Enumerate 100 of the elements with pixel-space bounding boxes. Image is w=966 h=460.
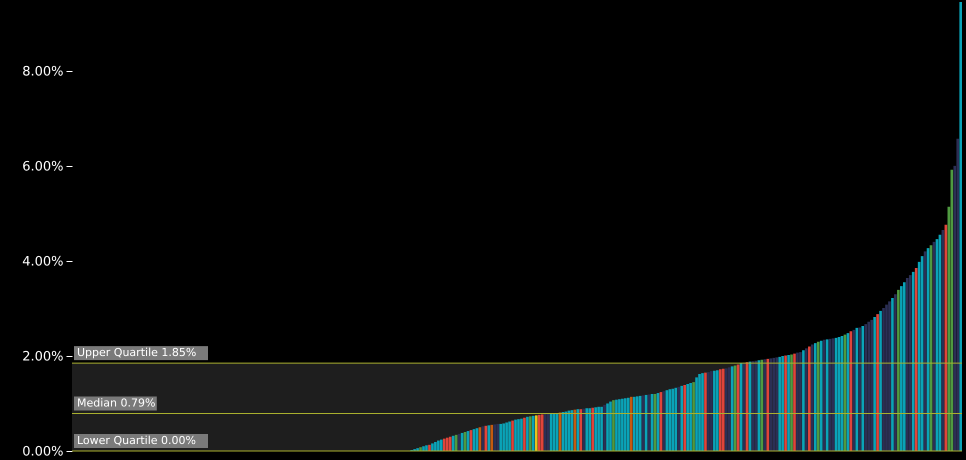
bar	[692, 382, 695, 451]
bar	[505, 422, 508, 451]
bar	[932, 242, 936, 451]
bar	[538, 414, 541, 451]
y-tick-label: 2.00%	[22, 349, 64, 364]
bar	[844, 334, 846, 451]
bar	[912, 272, 915, 451]
bar	[758, 360, 760, 451]
bar	[760, 360, 764, 451]
bar	[674, 388, 678, 451]
bar	[888, 301, 891, 451]
bar	[781, 356, 784, 451]
bar	[484, 426, 488, 451]
bar	[736, 364, 740, 451]
bar	[472, 429, 476, 451]
bar	[828, 338, 832, 451]
bar	[850, 331, 852, 451]
bar	[808, 346, 811, 451]
bar	[816, 342, 820, 451]
bar	[730, 366, 734, 451]
bar	[556, 412, 558, 451]
bar	[570, 410, 574, 451]
bar	[642, 395, 644, 451]
bar	[662, 391, 666, 451]
bar	[698, 374, 701, 451]
bar	[460, 432, 464, 451]
bar	[856, 328, 858, 451]
bar	[496, 424, 500, 451]
y-tick-label: 6.00%	[22, 159, 64, 174]
bar	[686, 384, 689, 451]
bar	[568, 410, 570, 451]
bar	[520, 418, 523, 451]
bar	[938, 234, 942, 451]
bar	[701, 373, 704, 451]
bar	[582, 408, 586, 451]
bar	[897, 290, 900, 451]
bar	[534, 415, 538, 451]
bar	[466, 431, 470, 451]
bar	[832, 338, 834, 451]
bar	[772, 358, 776, 451]
bar	[615, 400, 618, 451]
bar	[476, 428, 478, 451]
y-tick-label: 8.00%	[22, 64, 64, 80]
bar	[597, 406, 600, 451]
bar	[754, 360, 758, 451]
bar	[891, 298, 894, 451]
bar	[790, 354, 793, 451]
bar	[630, 396, 633, 451]
bar	[870, 320, 873, 451]
bar	[748, 362, 752, 451]
bar	[882, 308, 885, 451]
bar	[810, 344, 814, 451]
bar	[924, 251, 926, 451]
bar	[680, 386, 684, 451]
bar	[425, 445, 428, 451]
bar	[458, 434, 460, 451]
bar	[672, 388, 674, 451]
bar	[956, 138, 960, 451]
bar	[523, 418, 526, 451]
bar	[930, 245, 932, 451]
bar	[867, 322, 870, 451]
bar	[734, 365, 736, 451]
bar	[544, 414, 546, 451]
bar	[434, 442, 437, 451]
bar	[677, 386, 680, 451]
bar	[787, 355, 790, 451]
bar	[805, 348, 808, 451]
bar	[514, 420, 517, 451]
bar	[594, 407, 597, 451]
bar	[683, 384, 686, 451]
bar	[511, 420, 514, 451]
bar	[908, 275, 912, 451]
y-tick-label: 4.00%	[22, 254, 64, 270]
bar	[826, 339, 828, 451]
bar	[950, 170, 954, 451]
bar	[588, 408, 592, 451]
bar	[858, 327, 862, 451]
bar	[546, 414, 550, 451]
bar	[532, 416, 535, 451]
bar	[618, 399, 621, 451]
bar	[944, 224, 948, 451]
bar	[612, 400, 615, 451]
bar	[802, 350, 805, 451]
ref-line-label: Median 0.79%	[77, 396, 156, 410]
bar	[796, 352, 799, 451]
bar	[562, 412, 564, 451]
bar	[861, 326, 864, 451]
bar	[716, 370, 719, 451]
bar	[437, 440, 440, 451]
bar	[778, 356, 781, 451]
bar	[914, 268, 918, 451]
bar	[517, 419, 520, 451]
bar	[959, 2, 962, 451]
bar	[564, 412, 568, 451]
bar	[656, 393, 660, 451]
bar	[799, 352, 802, 451]
bar	[606, 403, 609, 451]
bar	[775, 357, 778, 451]
bar	[710, 371, 713, 451]
bar	[936, 239, 938, 451]
